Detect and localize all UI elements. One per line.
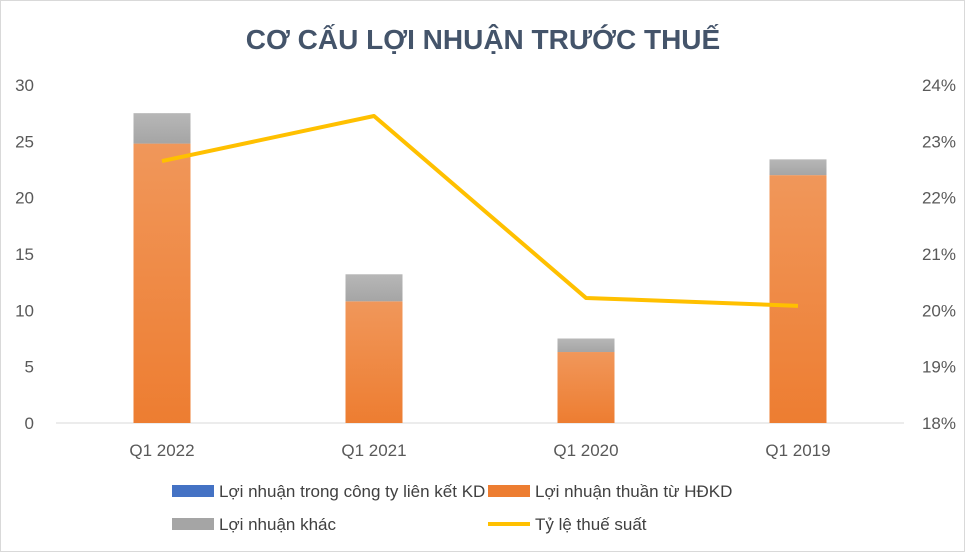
bar-loi-nhuan-khac xyxy=(133,113,191,144)
x-axis-labels: Q1 2022 Q1 2021 Q1 2020 Q1 2019 xyxy=(129,441,830,460)
right-tick-label: 18% xyxy=(922,414,956,433)
left-tick-label: 0 xyxy=(25,414,34,433)
right-tick-label: 21% xyxy=(922,245,956,264)
legend-label: Lợi nhuận thuần từ HĐKD xyxy=(535,482,732,501)
legend-swatch xyxy=(488,485,530,497)
left-tick-label: 10 xyxy=(15,301,34,320)
left-tick-label: 25 xyxy=(15,132,34,151)
right-tick-label: 19% xyxy=(922,358,956,377)
bar-loi-nhuan-thuan xyxy=(769,175,827,423)
x-tick-label: Q1 2019 xyxy=(765,441,830,460)
line-series xyxy=(161,113,799,308)
bar-loi-nhuan-khac xyxy=(557,338,615,353)
right-tick-label: 23% xyxy=(922,132,956,151)
left-tick-label: 20 xyxy=(15,189,34,208)
right-tick-label: 20% xyxy=(922,301,956,320)
right-axis: 18% 19% 20% 21% 22% 23% 24% xyxy=(922,76,956,433)
right-tick-label: 24% xyxy=(922,76,956,95)
left-tick-label: 15 xyxy=(15,245,34,264)
tax-rate-line xyxy=(161,113,799,308)
x-tick-label: Q1 2022 xyxy=(129,441,194,460)
legend-swatch xyxy=(172,518,214,530)
left-tick-label: 5 xyxy=(25,358,34,377)
x-tick-label: Q1 2020 xyxy=(553,441,618,460)
bar-loi-nhuan-khac xyxy=(345,274,403,302)
right-tick-label: 22% xyxy=(922,189,956,208)
chart-title: CƠ CẤU LỢI NHUẬN TRƯỚC THUẾ xyxy=(246,24,720,55)
legend-label: Tỷ lệ thuế suất xyxy=(535,515,647,534)
x-tick-label: Q1 2021 xyxy=(341,441,406,460)
legend-label: Lợi nhuận khác xyxy=(219,515,337,534)
bar-loi-nhuan-thuan xyxy=(557,352,615,423)
legend-swatch xyxy=(172,485,214,497)
left-axis: 0 5 10 15 20 25 30 xyxy=(15,76,34,433)
bar-loi-nhuan-thuan xyxy=(345,301,403,423)
bar-series xyxy=(133,113,827,423)
bar-loi-nhuan-thuan xyxy=(133,143,191,423)
legend-label: Lợi nhuận trong công ty liên kết KD xyxy=(219,482,485,501)
legend: Lợi nhuận trong công ty liên kết KD Lợi n… xyxy=(172,482,732,534)
bar-loi-nhuan-khac xyxy=(769,159,827,176)
left-tick-label: 30 xyxy=(15,76,34,95)
